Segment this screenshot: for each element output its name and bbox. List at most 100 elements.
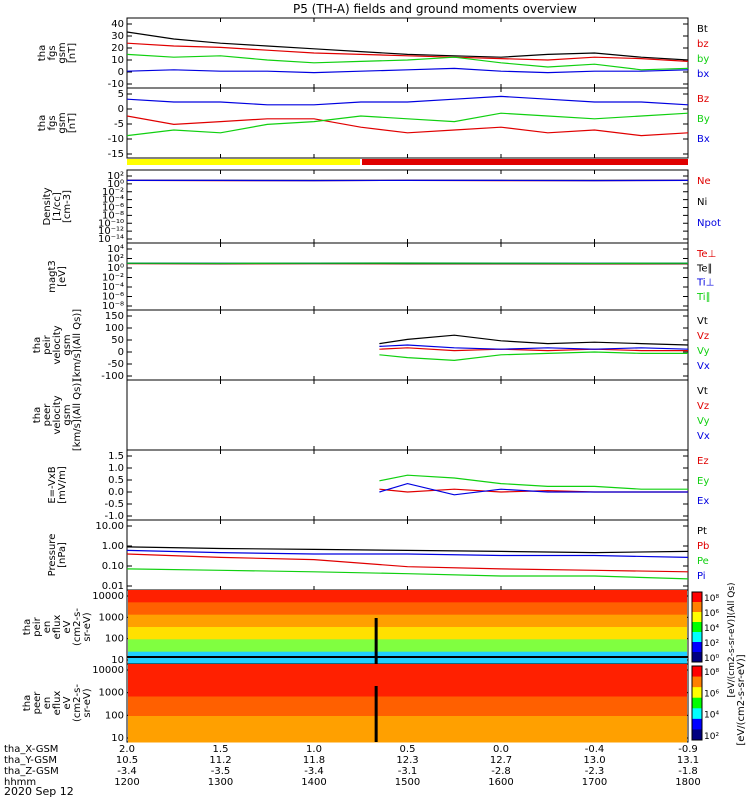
x-axis-row-label: tha_Z-GSM <box>4 766 59 777</box>
status-bar <box>127 159 688 165</box>
y-axis-label: E=-VxB <box>47 466 58 503</box>
y-tick-label: 1000 <box>99 612 124 623</box>
spectrogram-gap <box>374 618 378 664</box>
y-tick-label: -10 <box>108 79 124 90</box>
y-tick-label: -1.0 <box>104 511 124 522</box>
colorbar-frame <box>691 665 703 741</box>
legend-entry: Ti∥ <box>696 292 711 303</box>
series-line-Pt <box>126 546 689 554</box>
panel-8: Pressure [nPa] 10.00 1.00 0.10 0.01 Pt Pb Pe Pi <box>47 519 709 592</box>
spectrogram-band <box>128 620 687 628</box>
y-tick-label: 10 <box>111 55 124 66</box>
y-tick-label: 10⁻⁴ <box>102 282 124 293</box>
spectrogram-band <box>128 677 687 684</box>
y-tick-label: 20 <box>111 43 124 54</box>
y-tick-label: 100 <box>105 634 124 645</box>
x-tick-label: -0.9 <box>678 744 698 755</box>
y-axis-label: Pressure <box>47 534 58 577</box>
y-tick-label: 10 <box>111 733 124 744</box>
y-tick-label: -50 <box>108 359 124 370</box>
colorbar-segment <box>692 602 702 613</box>
status-bar-red <box>362 159 688 165</box>
y-axis-label: Density <box>42 187 53 225</box>
series-line-By <box>126 112 689 137</box>
legend-entry: By <box>697 114 710 125</box>
x-axis-row-label: hhmm <box>4 777 36 788</box>
colorbar-segment <box>692 612 702 623</box>
y-axis-label: tha <box>22 695 33 711</box>
y-tick-label: 10⁰ <box>107 263 124 274</box>
colorbar-tick-label: 10⁴ <box>704 711 719 721</box>
series-line-Bx <box>126 95 689 106</box>
x-tick-label: 1700 <box>582 777 607 788</box>
x-tick-label: 12.7 <box>490 755 512 766</box>
panel-9: tha peir en eflux eV (cm2-s-sr-eV) 10000 1000 10… <box>22 589 689 666</box>
y-axis-label: peer <box>42 403 53 427</box>
x-tick-label: 1600 <box>488 777 513 788</box>
spectrogram-band <box>128 614 687 622</box>
y-tick-label: 10.00 <box>95 521 124 532</box>
series-line-Vt <box>379 334 689 346</box>
x-tick-label: 13.0 <box>583 755 605 766</box>
y-axis-label: magt3 <box>47 260 58 293</box>
spectrogram-band <box>128 608 687 616</box>
y-tick-label: 1.00 <box>102 541 124 552</box>
legend-entry: Pe <box>697 556 709 567</box>
legend-entry: Vx <box>697 361 710 372</box>
spectrogram-band <box>128 639 687 646</box>
colorbar-frame <box>691 591 703 663</box>
legend-entry: Te⊥ <box>696 249 716 260</box>
x-tick-label: 11.8 <box>303 755 325 766</box>
legend-entry: Te∥ <box>696 263 713 274</box>
x-tick-label: 1800 <box>675 777 700 788</box>
y-tick-label: 5 <box>118 89 124 100</box>
x-tick-label: -2.3 <box>585 766 605 777</box>
series-line-Bz <box>126 115 689 137</box>
panel-frame <box>126 17 689 89</box>
legend-entry: Pt <box>697 526 707 537</box>
y-tick-label: -10 <box>108 134 124 145</box>
colorbar-tick-label: 10⁶ <box>704 609 719 619</box>
y-axis-label: tha <box>22 619 33 635</box>
y-axis-label: [km/s](All Qs)] <box>72 379 83 451</box>
panel-10: tha peer en eflux eV (cm2-s-sr-eV) 10000 1000 10… <box>22 663 689 744</box>
x-axis-row-label: tha_X-GSM <box>4 744 58 755</box>
x-tick-label: 11.2 <box>209 755 231 766</box>
panel-frame <box>126 379 689 451</box>
series-line-bx <box>126 67 689 74</box>
legend-entry: Vz <box>697 331 709 342</box>
legend-entry: Vy <box>697 346 710 357</box>
spectrogram-band <box>128 664 687 671</box>
x-tick-label: 2.0 <box>119 744 135 755</box>
x-tick-label: 1500 <box>395 777 420 788</box>
y-axis-label: [km/s](All Qs)] <box>72 309 83 381</box>
legend-entry: Bz <box>697 94 709 105</box>
colorbar-bottom: 10⁸ 10⁶ 10⁴ 10² <box>691 665 719 742</box>
spectrogram-band <box>128 627 687 634</box>
y-tick-label: 0.5 <box>108 475 124 486</box>
spectrogram-band <box>128 657 687 665</box>
y-axis-label: eflux <box>52 615 63 640</box>
status-bar-yellow <box>127 159 360 165</box>
colorbar-segment <box>692 592 702 603</box>
spectrogram-band <box>128 590 687 597</box>
series-line-Vx <box>379 344 689 350</box>
y-tick-label: -15 <box>108 149 124 160</box>
y-tick-label: -0.5 <box>104 499 124 510</box>
y-axis-label: eV <box>62 620 73 633</box>
colorbar-segment <box>692 666 702 678</box>
y-axis-label: fgs <box>47 45 58 60</box>
y-axis-label: fgs <box>47 115 58 130</box>
legend-entry: Ez <box>697 456 709 467</box>
x-axis-row-label: tha_Y-GSM <box>4 755 57 766</box>
y-axis-label: (cm2-s- <box>72 684 83 722</box>
y-tick-label: 10⁻⁸ <box>102 210 124 221</box>
y-tick-label: 10⁻¹⁴ <box>98 234 124 245</box>
y-axis-label: tha <box>37 45 48 61</box>
panel-5: tha peir velocity gsm [km/s](All Qs)] 1501005… <box>32 309 710 382</box>
y-axis-label: eflux <box>52 691 63 716</box>
spectrogram-band <box>128 645 687 653</box>
spectrogram-band <box>128 709 687 717</box>
